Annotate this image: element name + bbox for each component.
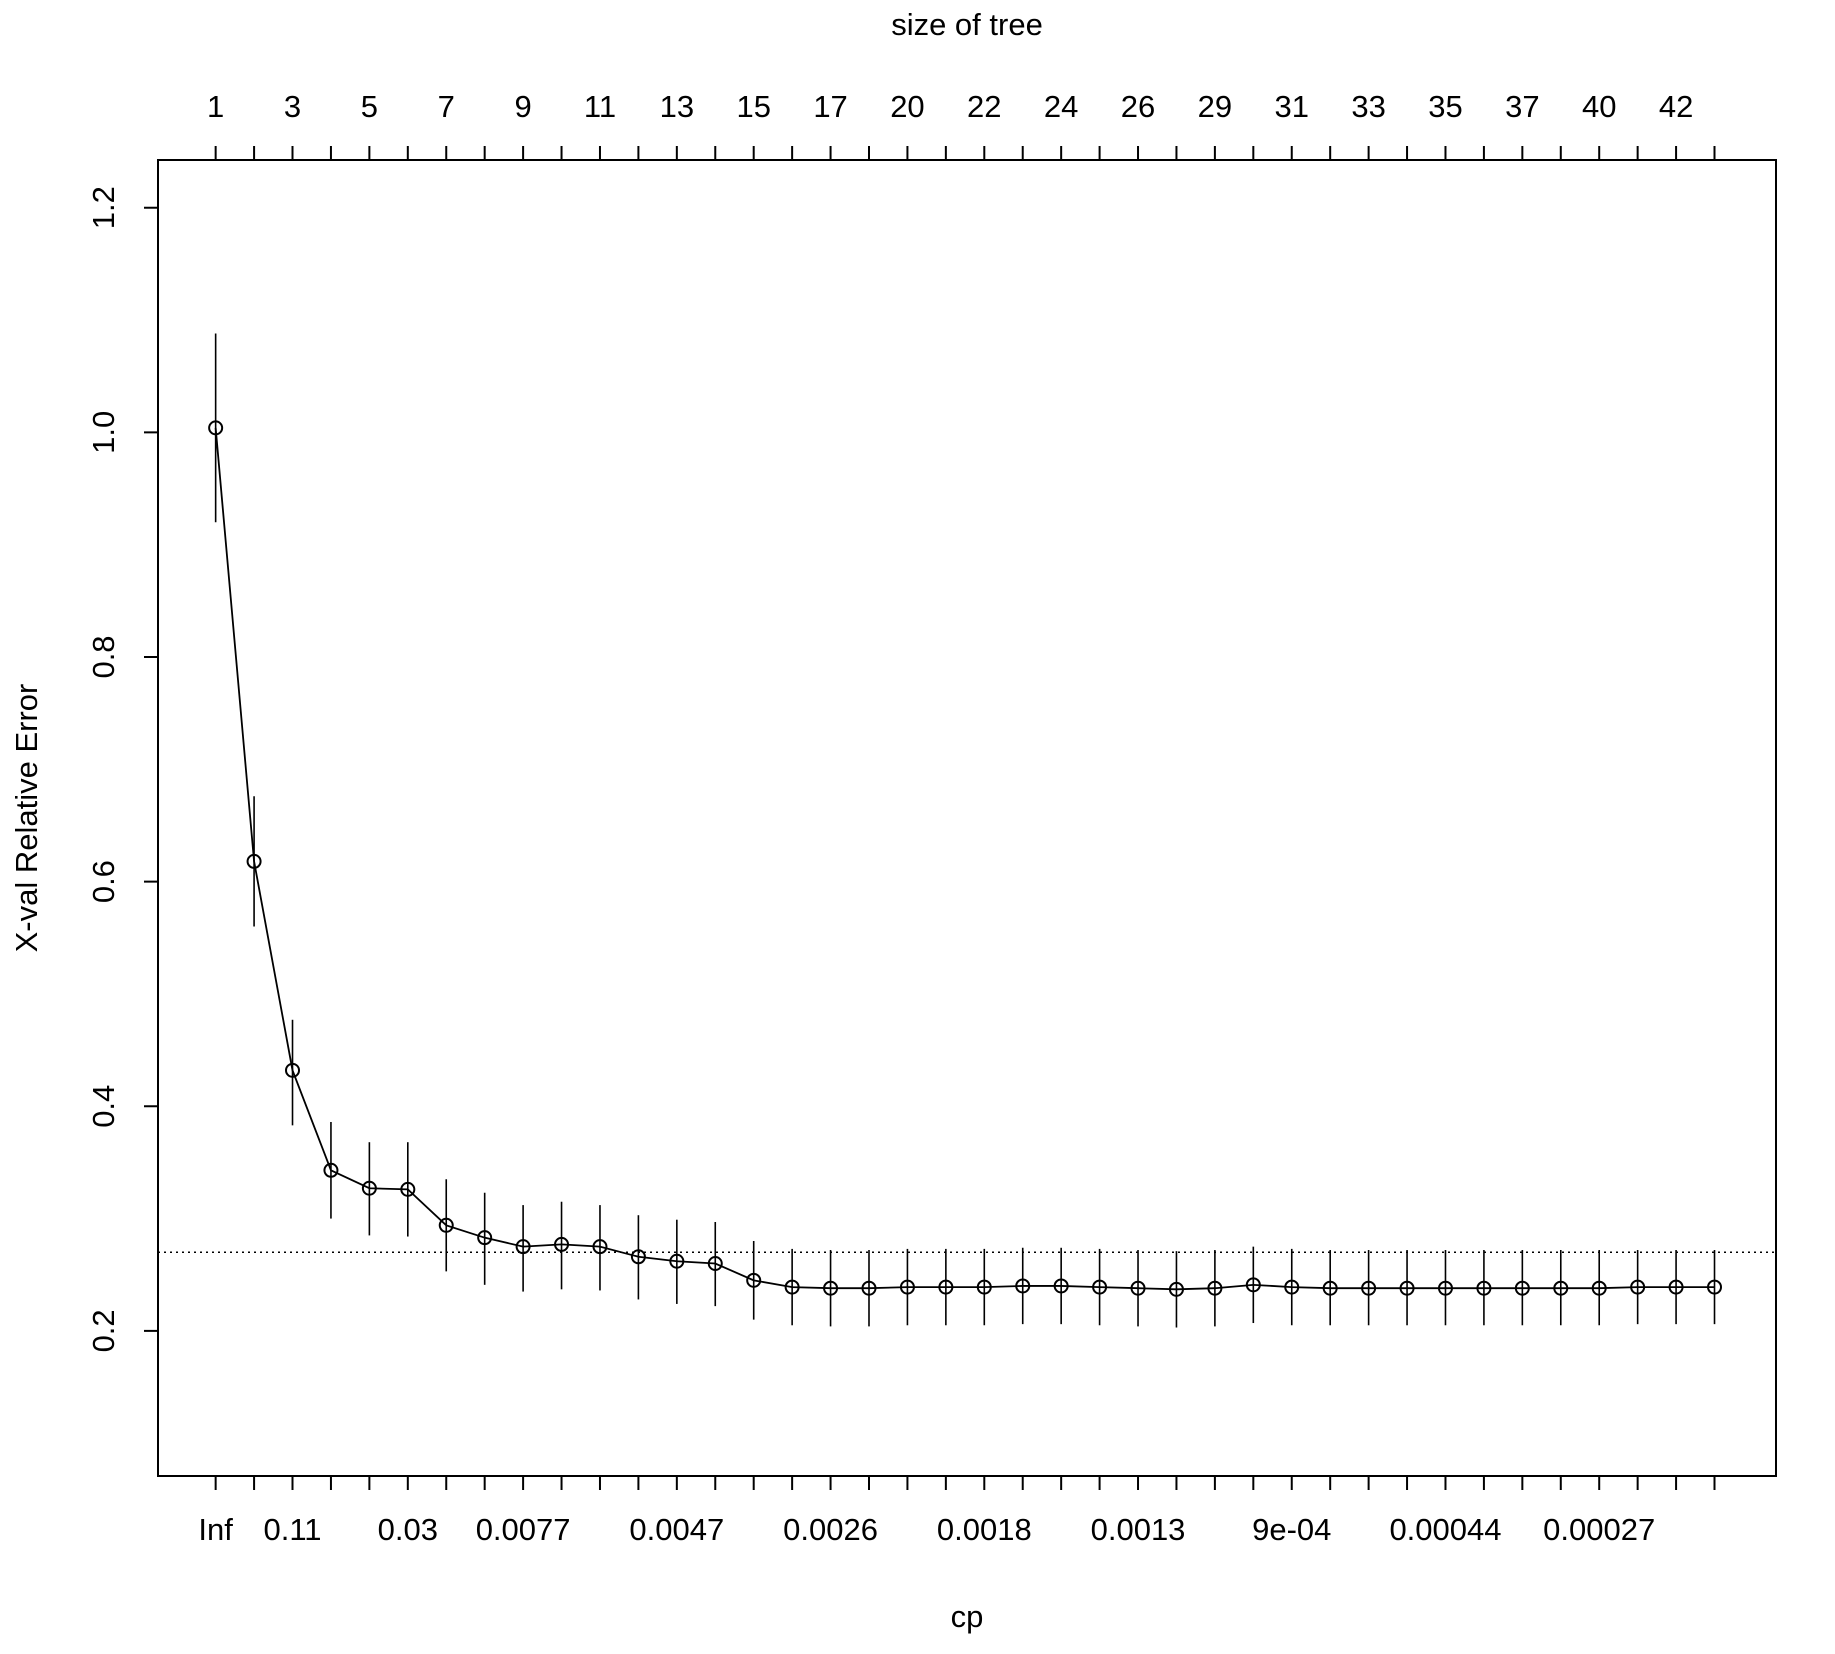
bottom-tick-label: 9e-04 xyxy=(1252,1512,1331,1547)
bottom-tick-label: 0.0013 xyxy=(1091,1512,1186,1547)
data-point xyxy=(899,1279,915,1295)
top-tick-label: 3 xyxy=(284,89,301,124)
data-point xyxy=(285,1062,301,1078)
top-tick-label: 1 xyxy=(207,89,224,124)
top-tick-label: 15 xyxy=(736,89,770,124)
y-axis-title: X-val Relative Error xyxy=(9,684,44,953)
top-tick-label: 7 xyxy=(438,89,455,124)
top-tick-label: 35 xyxy=(1428,89,1462,124)
top-tick-label: 13 xyxy=(660,89,694,124)
data-point xyxy=(208,420,224,436)
data-point xyxy=(630,1249,646,1265)
data-point xyxy=(1322,1280,1338,1296)
data-point xyxy=(1553,1280,1569,1296)
top-axis-title: size of tree xyxy=(891,7,1043,42)
data-point xyxy=(592,1239,608,1255)
data-point xyxy=(823,1280,839,1296)
top-tick-label: 5 xyxy=(361,89,378,124)
y-tick-label: 1.2 xyxy=(86,186,121,229)
data-point xyxy=(976,1279,992,1295)
y-tick-label: 0.4 xyxy=(86,1085,121,1128)
y-tick-label: 1.0 xyxy=(86,411,121,454)
top-tick-label: 26 xyxy=(1121,89,1155,124)
data-point xyxy=(1361,1280,1377,1296)
series-line xyxy=(214,427,1715,1291)
data-point xyxy=(1514,1280,1530,1296)
top-tick-label: 29 xyxy=(1198,89,1232,124)
data-point xyxy=(1630,1279,1646,1295)
y-tick-label: 0.8 xyxy=(86,635,121,678)
top-tick-label: 20 xyxy=(890,89,924,124)
data-point xyxy=(1284,1279,1300,1295)
bottom-tick-label: 0.0077 xyxy=(476,1512,571,1547)
data-point xyxy=(323,1162,339,1178)
top-tick-label: 31 xyxy=(1275,89,1309,124)
data-point xyxy=(746,1272,762,1288)
x-axis-title: cp xyxy=(951,1599,984,1634)
data-point xyxy=(1130,1280,1146,1296)
y-tick-label: 0.6 xyxy=(86,860,121,903)
data-point xyxy=(1668,1279,1684,1295)
top-tick-label: 17 xyxy=(813,89,847,124)
data-point xyxy=(784,1279,800,1295)
data-point xyxy=(1207,1280,1223,1296)
data-point xyxy=(1437,1280,1453,1296)
data-point xyxy=(1591,1280,1607,1296)
data-point xyxy=(1707,1279,1723,1295)
data-point xyxy=(477,1230,493,1246)
bottom-tick-label: 0.00027 xyxy=(1543,1512,1655,1547)
data-point xyxy=(1168,1281,1184,1297)
data-point xyxy=(400,1181,416,1197)
data-point xyxy=(1015,1278,1031,1294)
data-point xyxy=(861,1280,877,1296)
bottom-tick-label: 0.03 xyxy=(378,1512,438,1547)
top-tick-label: 37 xyxy=(1505,89,1539,124)
top-tick-label: 22 xyxy=(967,89,1001,124)
data-point xyxy=(1245,1277,1261,1293)
data-point xyxy=(707,1255,723,1271)
bottom-tick-label: 0.0018 xyxy=(937,1512,1032,1547)
data-point xyxy=(1476,1280,1492,1296)
bottom-tick-label: 0.11 xyxy=(263,1512,321,1547)
y-tick-label: 0.2 xyxy=(86,1309,121,1352)
top-tick-label: 42 xyxy=(1659,89,1693,124)
bottom-tick-label: 0.0026 xyxy=(783,1512,878,1547)
top-tick-label: 40 xyxy=(1582,89,1616,124)
top-tick-label: 33 xyxy=(1351,89,1385,124)
top-tick-label: 9 xyxy=(514,89,531,124)
data-point xyxy=(1399,1280,1415,1296)
top-tick-label: 24 xyxy=(1044,89,1078,124)
data-point xyxy=(669,1253,685,1269)
bottom-tick-label: 0.00044 xyxy=(1389,1512,1501,1547)
data-point xyxy=(938,1279,954,1295)
data-point xyxy=(515,1239,531,1255)
data-point xyxy=(1053,1278,1069,1294)
data-point xyxy=(1092,1279,1108,1295)
top-tick-label: 11 xyxy=(584,89,616,124)
bottom-tick-label: Inf xyxy=(198,1512,233,1547)
plot-frame xyxy=(157,159,1777,1477)
bottom-tick-label: 0.0047 xyxy=(629,1512,724,1547)
data-point xyxy=(554,1236,570,1252)
data-point xyxy=(246,853,262,869)
data-point xyxy=(438,1217,454,1233)
data-point xyxy=(361,1180,377,1196)
